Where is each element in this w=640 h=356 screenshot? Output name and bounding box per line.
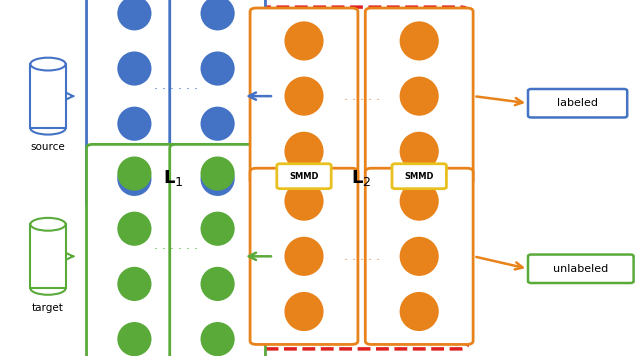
Ellipse shape xyxy=(399,132,439,171)
Text: SMMD: SMMD xyxy=(404,172,434,181)
Text: . . . . . .: . . . . . . xyxy=(154,79,198,92)
FancyBboxPatch shape xyxy=(528,255,634,283)
FancyBboxPatch shape xyxy=(365,168,473,344)
Text: . . . . .: . . . . . xyxy=(344,90,380,103)
Ellipse shape xyxy=(284,292,324,331)
Text: labeled: labeled xyxy=(557,98,598,108)
Ellipse shape xyxy=(200,107,235,141)
Ellipse shape xyxy=(117,322,152,356)
Ellipse shape xyxy=(284,21,324,61)
Ellipse shape xyxy=(117,157,152,191)
FancyBboxPatch shape xyxy=(170,0,266,208)
Ellipse shape xyxy=(117,267,152,301)
Text: $\mathbf{L}_2$: $\mathbf{L}_2$ xyxy=(351,168,372,188)
FancyBboxPatch shape xyxy=(365,8,473,184)
FancyBboxPatch shape xyxy=(170,145,266,356)
Ellipse shape xyxy=(117,211,152,246)
Ellipse shape xyxy=(31,218,65,231)
Ellipse shape xyxy=(399,292,439,331)
Text: SMMD: SMMD xyxy=(289,172,319,181)
Ellipse shape xyxy=(200,0,235,31)
FancyBboxPatch shape xyxy=(392,164,447,189)
Ellipse shape xyxy=(31,58,65,70)
Ellipse shape xyxy=(117,107,152,141)
FancyBboxPatch shape xyxy=(86,145,182,356)
Ellipse shape xyxy=(284,237,324,276)
Text: target: target xyxy=(32,303,64,313)
Ellipse shape xyxy=(284,77,324,116)
FancyBboxPatch shape xyxy=(528,89,627,117)
FancyBboxPatch shape xyxy=(250,8,358,184)
Text: . . . . . .: . . . . . . xyxy=(154,239,198,252)
Ellipse shape xyxy=(399,21,439,61)
Ellipse shape xyxy=(200,267,235,301)
Text: $\mathbf{L}_1$: $\mathbf{L}_1$ xyxy=(163,168,183,188)
Ellipse shape xyxy=(200,157,235,191)
Text: . . . . .: . . . . . xyxy=(344,250,380,263)
Ellipse shape xyxy=(284,182,324,221)
FancyBboxPatch shape xyxy=(31,224,66,288)
Ellipse shape xyxy=(200,52,235,86)
FancyBboxPatch shape xyxy=(31,64,66,128)
Text: unlabeled: unlabeled xyxy=(553,264,609,274)
Ellipse shape xyxy=(200,162,235,196)
Ellipse shape xyxy=(117,52,152,86)
Ellipse shape xyxy=(200,211,235,246)
FancyBboxPatch shape xyxy=(277,164,332,189)
Text: source: source xyxy=(31,142,65,152)
Ellipse shape xyxy=(399,237,439,276)
Ellipse shape xyxy=(399,77,439,116)
Ellipse shape xyxy=(117,0,152,31)
Ellipse shape xyxy=(200,322,235,356)
Ellipse shape xyxy=(284,132,324,171)
Ellipse shape xyxy=(117,162,152,196)
FancyBboxPatch shape xyxy=(86,0,182,208)
Ellipse shape xyxy=(399,182,439,221)
FancyBboxPatch shape xyxy=(250,168,358,344)
